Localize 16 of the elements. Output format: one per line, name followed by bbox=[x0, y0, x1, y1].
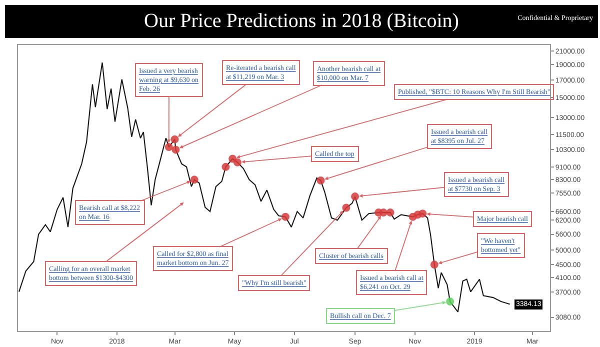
point bbox=[281, 212, 290, 221]
point bbox=[233, 158, 242, 166]
point bbox=[379, 208, 388, 217]
point bbox=[342, 204, 350, 212]
point bbox=[386, 208, 394, 217]
point bbox=[351, 192, 360, 201]
point bbox=[430, 260, 438, 269]
point bbox=[164, 143, 173, 152]
point bbox=[418, 210, 427, 218]
point bbox=[316, 176, 325, 185]
point bbox=[446, 298, 454, 306]
point bbox=[190, 176, 198, 184]
point bbox=[172, 146, 180, 154]
point bbox=[170, 135, 179, 144]
point bbox=[222, 162, 230, 171]
chart-title: Our Price Predictions in 2018 (Bitcoin) bbox=[144, 10, 459, 32]
